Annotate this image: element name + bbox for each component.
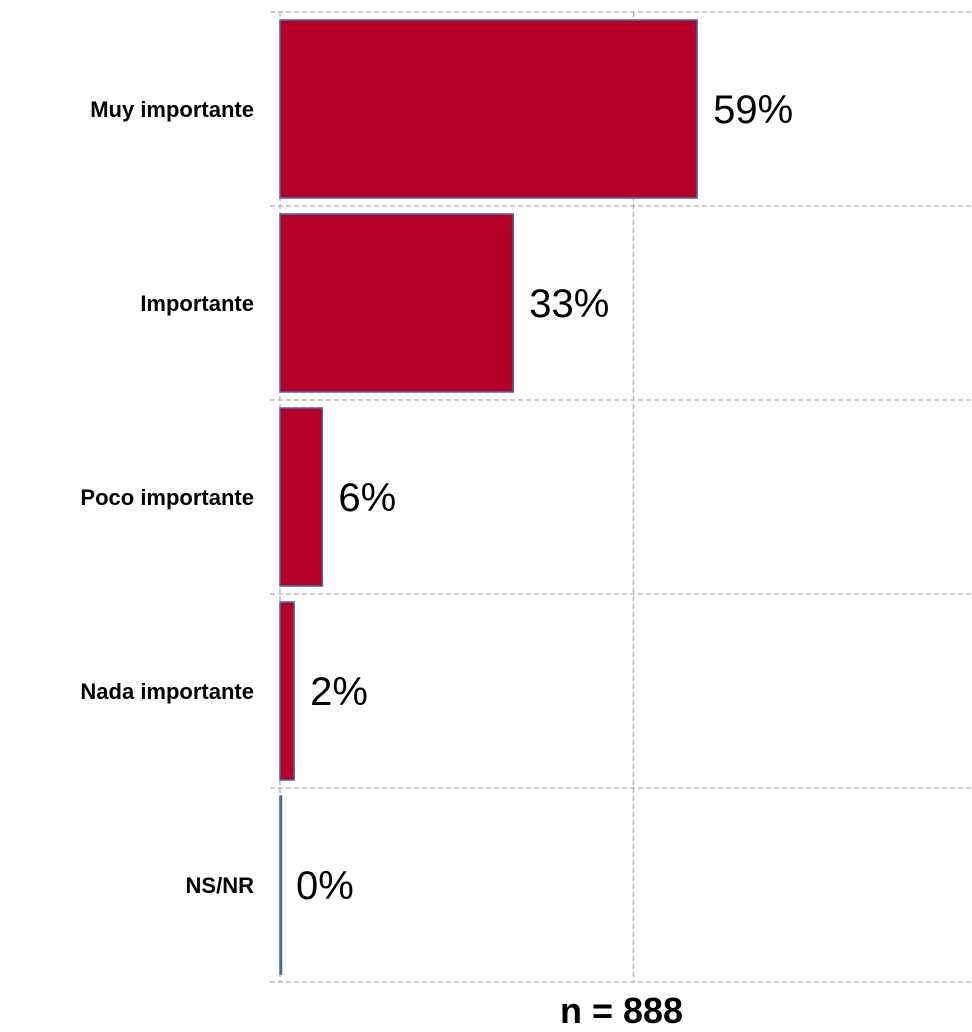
bars [279, 19, 698, 975]
category-label: Muy importante [90, 97, 254, 122]
bar-chart: Muy importante Importante Poco importante N… [80, 11, 972, 983]
value-label: 59% [713, 88, 793, 132]
bar [279, 213, 515, 393]
bar [279, 19, 698, 199]
value-labels: 59% 33% 6% 2% 0% [296, 88, 793, 908]
category-label: NS/NR [186, 873, 255, 898]
bar [279, 407, 324, 587]
category-label: Nada importante [80, 679, 254, 704]
value-label: 6% [338, 476, 396, 520]
bar [279, 795, 283, 975]
value-label: 2% [310, 670, 368, 714]
value-label: 0% [296, 864, 354, 908]
value-label: 33% [529, 282, 609, 326]
bar [279, 601, 295, 781]
category-label: Importante [140, 291, 254, 316]
category-label: Poco importante [80, 485, 254, 510]
sample-size-label: n = 888 [560, 990, 684, 1031]
category-labels: Muy importante Importante Poco importante N… [80, 97, 254, 898]
